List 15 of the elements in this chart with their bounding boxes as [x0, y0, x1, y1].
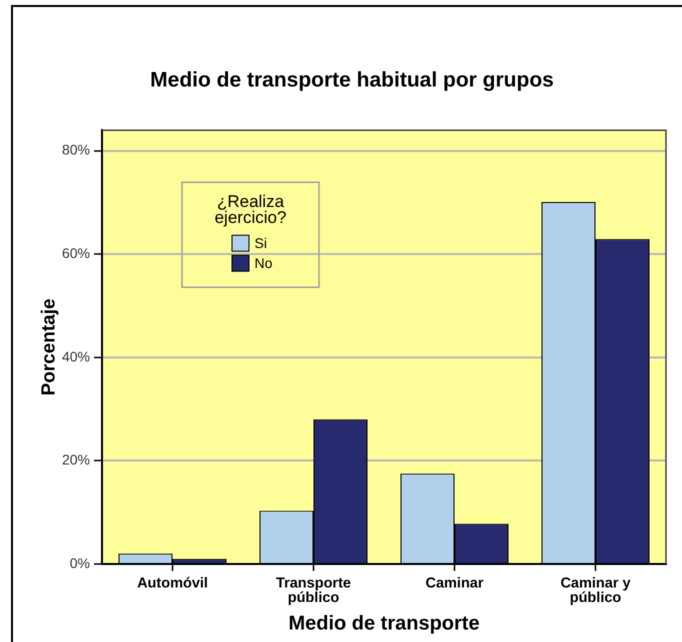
legend-label: Si — [254, 235, 267, 252]
x-tick-label: Caminar — [425, 575, 484, 592]
legend-title: ¿Realiza ejercicio? — [214, 192, 286, 227]
y-tick-label: 80% — [62, 142, 90, 158]
x-tick-label: Caminar y público — [560, 575, 631, 606]
y-tick-label: 0% — [70, 554, 90, 571]
y-tick-label: 40% — [62, 348, 90, 364]
x-tick-label: Transporte público — [276, 575, 351, 606]
y-axis-title: Porcentaje — [38, 298, 60, 396]
x-axis-title: Medio de transporte — [288, 612, 480, 635]
legend-label: No — [254, 255, 273, 272]
chart-title: Medio de transporte habitual por grupos — [150, 68, 554, 92]
y-tick-label: 20% — [62, 452, 90, 468]
y-tick-label: 60% — [62, 245, 90, 261]
x-tick-label: Automóvil — [137, 575, 208, 592]
